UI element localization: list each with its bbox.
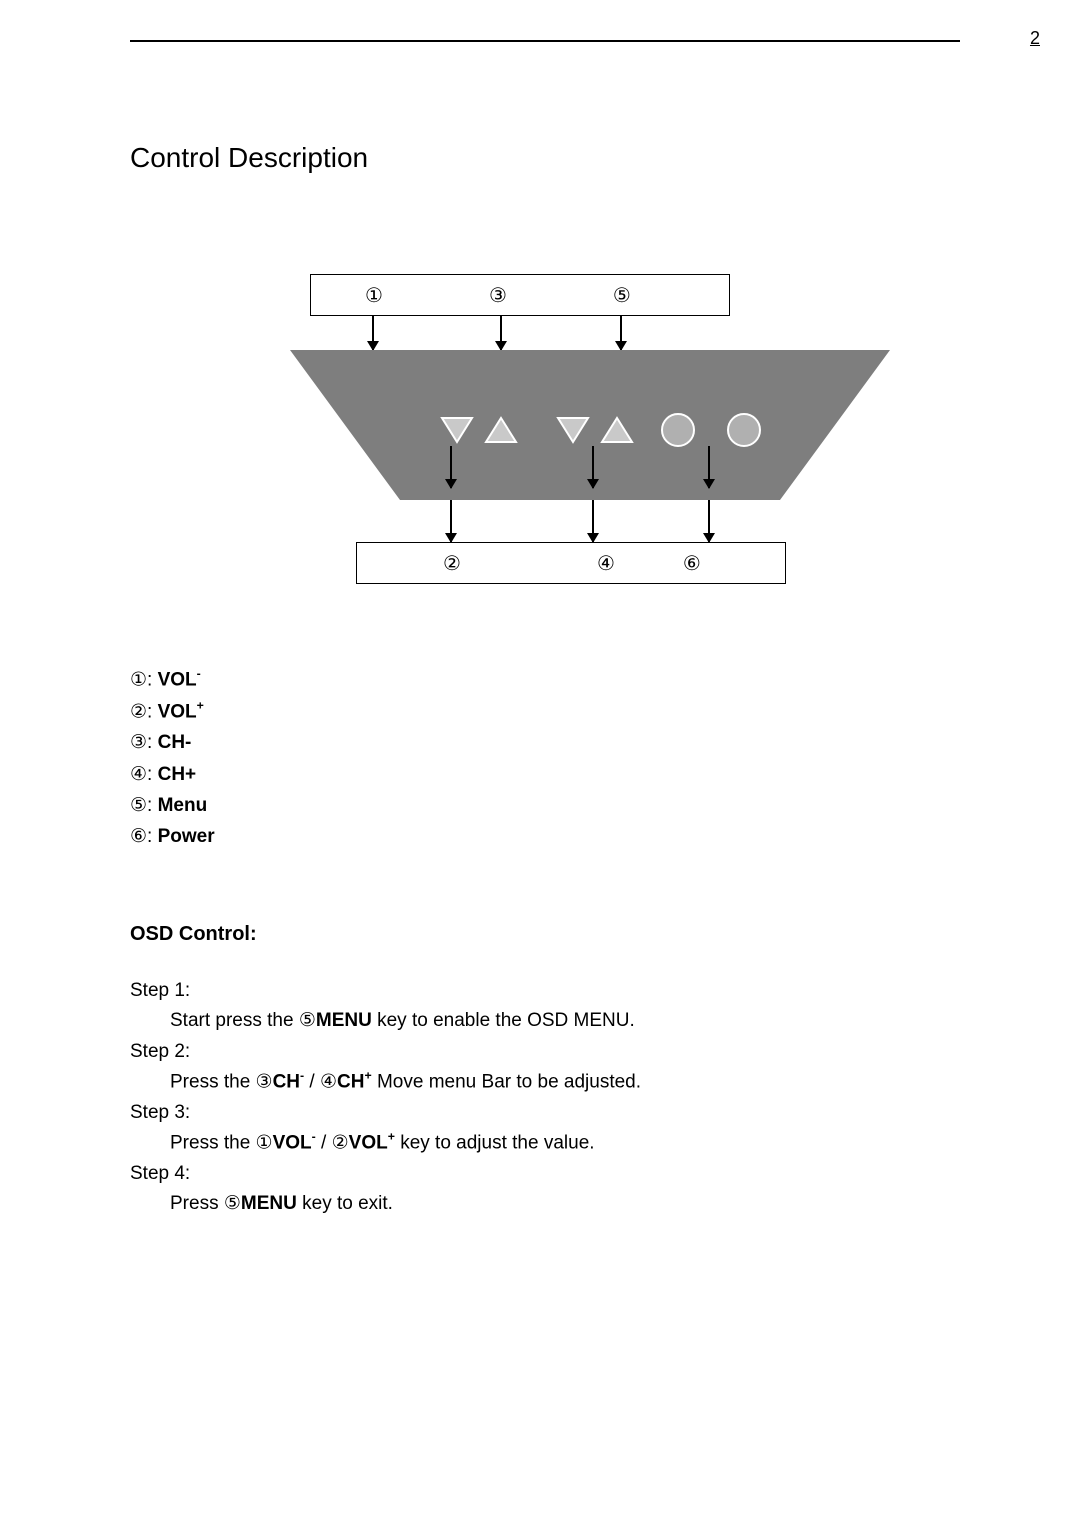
osd-heading: OSD Control: bbox=[130, 923, 960, 946]
arrows-top bbox=[290, 316, 890, 350]
label-6: ⑥ bbox=[683, 551, 701, 576]
label-4: ④ bbox=[597, 551, 615, 576]
step-body: Start press the ⑤MENU key to enable the … bbox=[130, 1006, 960, 1036]
legend-row: ②: VOL+ bbox=[130, 696, 960, 728]
top-label-row: ① ③ ⑤ bbox=[310, 274, 730, 316]
legend-row: ⑤: Menu bbox=[130, 790, 960, 821]
page-title: Control Description bbox=[130, 142, 960, 174]
page-number: 2 bbox=[1030, 28, 1040, 49]
vol-down-icon bbox=[440, 414, 474, 446]
legend-row: ④: CH+ bbox=[130, 759, 960, 790]
step-body: Press the ③CH- / ④CH+ Move menu Bar to b… bbox=[130, 1067, 960, 1098]
bottom-label-row: ② ④ ⑥ bbox=[356, 542, 786, 584]
step-title: Step 2: bbox=[130, 1037, 960, 1067]
legend-row: ①: VOL- bbox=[130, 664, 960, 696]
ch-up-icon bbox=[600, 414, 634, 446]
header-rule bbox=[130, 40, 960, 42]
legend-row: ③: CH- bbox=[130, 727, 960, 758]
osd-steps: Step 1:Start press the ⑤MENU key to enab… bbox=[130, 976, 960, 1220]
step-title: Step 3: bbox=[130, 1098, 960, 1128]
control-diagram: ① ③ ⑤ bbox=[290, 274, 890, 614]
menu-button-icon bbox=[660, 412, 696, 448]
step-title: Step 4: bbox=[130, 1159, 960, 1189]
label-1: ① bbox=[365, 283, 383, 308]
ch-down-icon bbox=[556, 414, 590, 446]
power-button-icon bbox=[726, 412, 762, 448]
label-3: ③ bbox=[489, 283, 507, 308]
step-title: Step 1: bbox=[130, 976, 960, 1006]
arrows-bottom bbox=[290, 500, 890, 542]
step-body: Press ⑤MENU key to exit. bbox=[130, 1189, 960, 1219]
step-body: Press the ①VOL- / ②VOL+ key to adjust th… bbox=[130, 1128, 960, 1159]
vol-up-icon bbox=[484, 414, 518, 446]
legend: ①: VOL-②: VOL+③: CH-④: CH+⑤: Menu⑥: Powe… bbox=[130, 664, 960, 853]
label-5: ⑤ bbox=[613, 283, 631, 308]
legend-row: ⑥: Power bbox=[130, 821, 960, 852]
control-panel bbox=[290, 350, 890, 500]
label-2: ② bbox=[443, 551, 461, 576]
